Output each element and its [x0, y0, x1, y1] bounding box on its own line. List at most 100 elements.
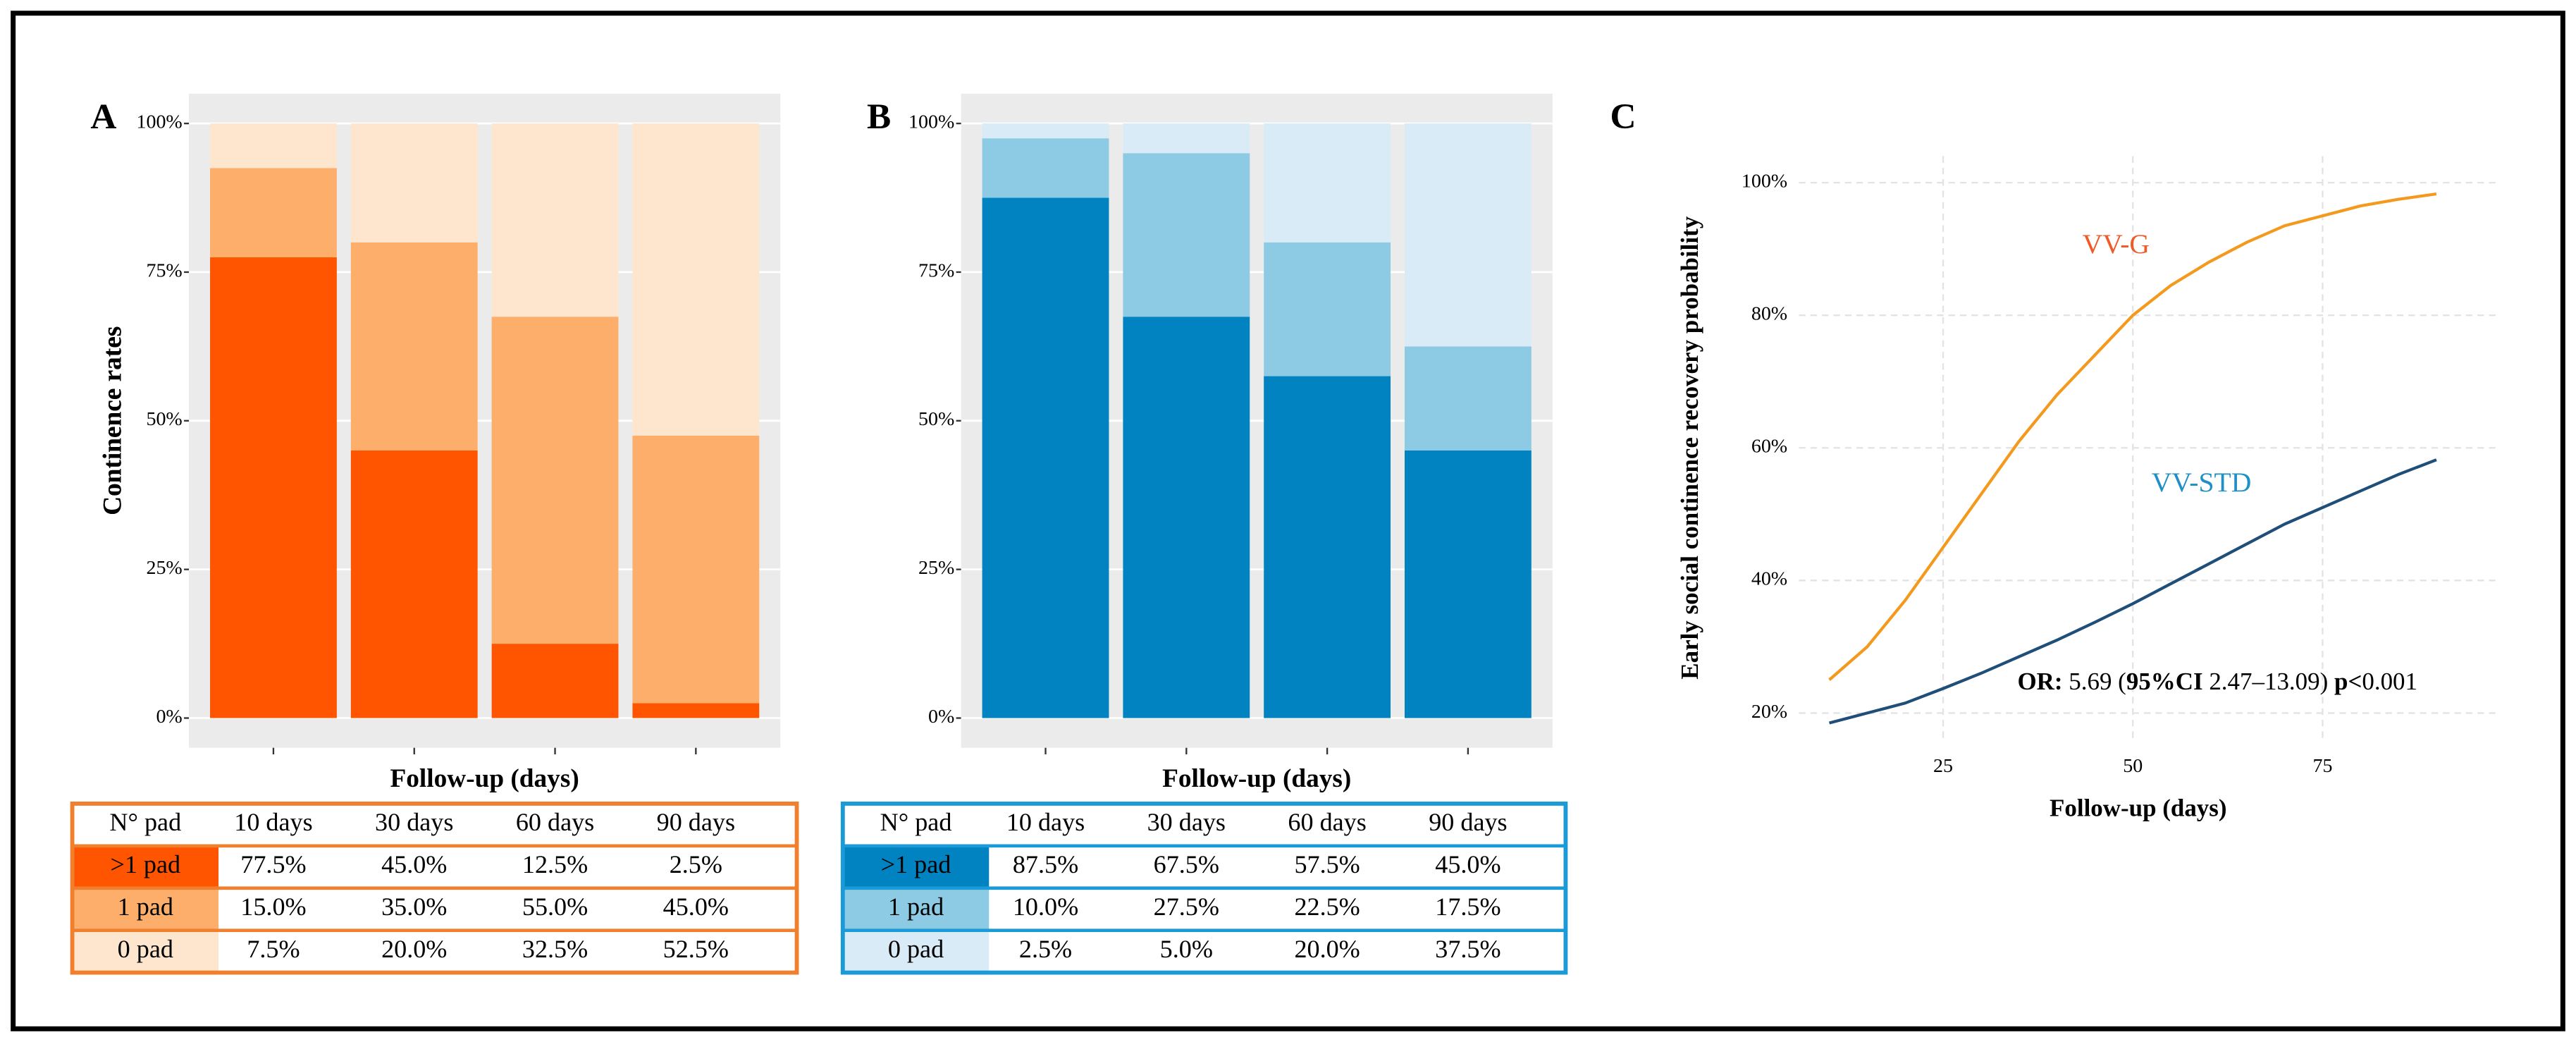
table-cell: 55.0% [522, 893, 588, 921]
table-cell: 45.0% [1435, 850, 1500, 878]
table-cell: 45.0% [663, 893, 729, 921]
panel-label: C [1610, 97, 1637, 137]
legend-label: 1 pad [118, 893, 173, 921]
table-cell: 57.5% [1294, 850, 1360, 878]
annotation-part: OR: [2017, 668, 2062, 695]
legend-swatch [842, 888, 990, 931]
bar-segment [1264, 123, 1391, 243]
x-axis-label: Follow-up (days) [2050, 794, 2227, 821]
table-header: N° pad [109, 808, 181, 836]
x-tick-label: 75 [2312, 755, 2332, 777]
y-tick-label: 75% [146, 259, 182, 281]
legend-label: 1 pad [888, 893, 944, 921]
bar-segment [1123, 123, 1250, 154]
table-cell: 37.5% [1435, 935, 1500, 963]
table-cell: 77.5% [240, 850, 306, 878]
y-tick-label: 50% [146, 408, 182, 430]
y-tick-label: 0% [156, 706, 182, 728]
legend-label: >1 pad [881, 850, 951, 878]
bar-segment [210, 168, 337, 257]
annotation-part: 5.69 ( [2063, 668, 2126, 695]
bar-segment [1264, 376, 1391, 718]
table-header: 60 days [516, 808, 594, 836]
annotation-part: 2.47–13.09) [2203, 668, 2334, 695]
table-header: 90 days [1429, 808, 1507, 836]
series-label: VV-G [2083, 228, 2150, 259]
table-border [70, 802, 799, 975]
table-header: 30 days [1147, 808, 1226, 836]
x-axis-label: Follow-up (days) [390, 764, 579, 793]
table-cell: 52.5% [663, 935, 729, 963]
series-label: VV-STD [2152, 467, 2252, 498]
bar-segment [491, 644, 619, 718]
legend-label: 0 pad [118, 935, 173, 963]
legend-swatch [842, 845, 990, 888]
table-cell: 12.5% [522, 850, 588, 878]
table-header: 10 days [234, 808, 312, 836]
table-cell: 7.5% [247, 935, 300, 963]
legend-label: >1 pad [110, 850, 180, 878]
bar-segment [632, 703, 760, 718]
bar-segment [1123, 153, 1250, 317]
bar-segment [491, 317, 619, 644]
y-tick-label: 40% [1751, 568, 1787, 590]
table-cell: 87.5% [1013, 850, 1078, 878]
table-cell: 35.0% [381, 893, 447, 921]
table-header: 90 days [657, 808, 735, 836]
y-tick-label: 20% [1751, 701, 1787, 723]
bar-segment [982, 197, 1109, 718]
line [1828, 458, 2437, 725]
table-header: N° pad [880, 808, 952, 836]
bar-segment [982, 123, 1109, 139]
legend-swatch [72, 845, 219, 888]
table-cell: 17.5% [1435, 893, 1500, 921]
table-cell: 20.0% [1294, 935, 1360, 963]
y-tick-label: 0% [928, 706, 954, 728]
bar-segment [350, 450, 478, 718]
table-cell: 20.0% [381, 935, 447, 963]
y-axis-label: Early social continence recovery probabi… [1676, 216, 1703, 679]
bar-segment [1405, 123, 1532, 347]
annotation-part: p< [2334, 668, 2362, 695]
legend-swatch [72, 930, 219, 973]
table-border [840, 802, 1568, 975]
y-axis-label: Continence rates [99, 326, 128, 515]
table-header: 60 days [1288, 808, 1366, 836]
frame [11, 11, 2565, 1031]
legend-swatch [842, 930, 990, 973]
table-cell: 5.0% [1160, 935, 1213, 963]
bar-segment [1405, 346, 1532, 450]
annotation-part: 0.001 [2362, 668, 2417, 695]
bar-segment [350, 242, 478, 450]
bar-segment [982, 138, 1109, 198]
table-cell: 2.5% [1019, 935, 1072, 963]
table-cell: 10.0% [1013, 893, 1078, 921]
y-tick-label: 80% [1751, 303, 1787, 325]
table-cell: 2.5% [670, 850, 722, 878]
bar-segment [350, 123, 478, 243]
x-tick-label: 25 [1933, 755, 1953, 777]
y-tick-label: 60% [1751, 436, 1787, 458]
annotation-part: 95%CI [2126, 668, 2203, 695]
y-tick-label: 25% [146, 557, 182, 579]
table-header: 10 days [1006, 808, 1085, 836]
y-tick-label: 100% [908, 111, 954, 133]
bar-segment [632, 435, 760, 704]
line [1828, 192, 2437, 681]
table-header: 30 days [375, 808, 453, 836]
table-cell: 22.5% [1294, 893, 1360, 921]
bar-segment [632, 123, 760, 436]
bar-segment [210, 123, 337, 168]
bar-segment [1264, 242, 1391, 376]
table-cell: 32.5% [522, 935, 588, 963]
y-tick-label: 25% [918, 557, 954, 579]
legend-swatch [72, 888, 219, 931]
table-cell: 27.5% [1154, 893, 1219, 921]
legend-label: 0 pad [888, 935, 944, 963]
panel-label: B [867, 97, 891, 137]
table-cell: 45.0% [381, 850, 447, 878]
y-tick-label: 100% [136, 111, 182, 133]
bar-segment [210, 257, 337, 718]
x-axis-label: Follow-up (days) [1162, 764, 1351, 793]
table-cell: 67.5% [1154, 850, 1219, 878]
